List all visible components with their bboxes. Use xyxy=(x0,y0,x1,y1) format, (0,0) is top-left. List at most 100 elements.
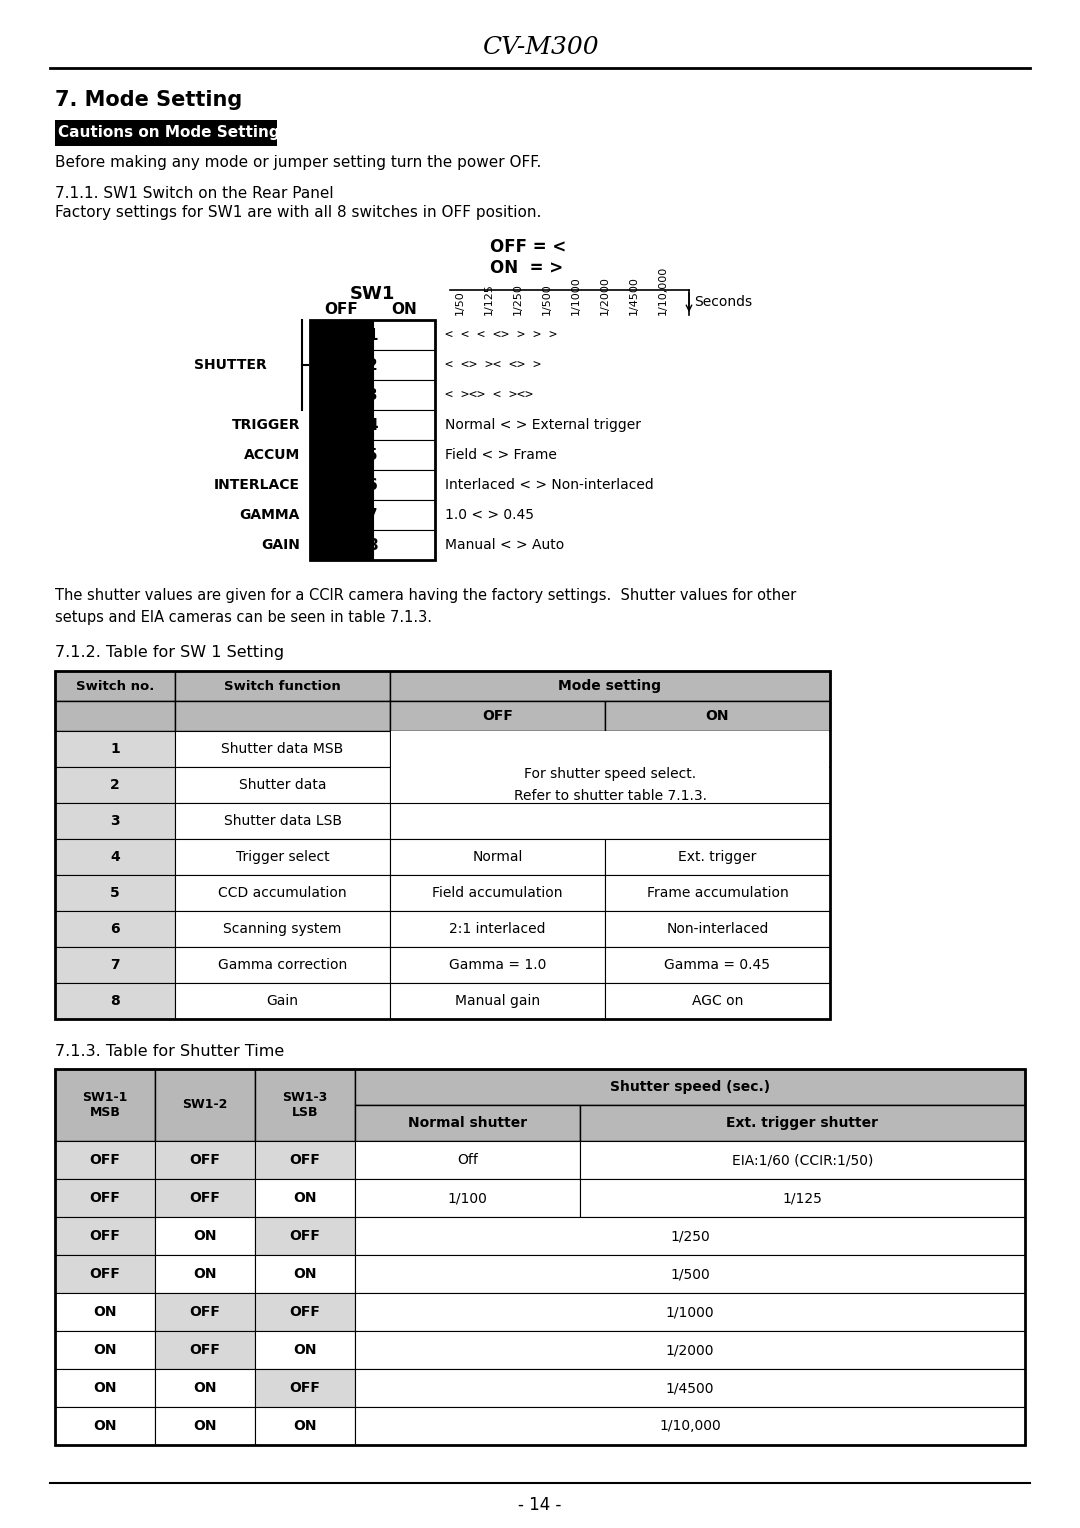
Bar xyxy=(373,440,435,471)
Text: For shutter speed select.
Refer to shutter table 7.1.3.: For shutter speed select. Refer to shutt… xyxy=(513,767,706,804)
Bar xyxy=(55,876,175,911)
Text: EIA:1/60 (CCIR:1/50): EIA:1/60 (CCIR:1/50) xyxy=(732,1154,874,1167)
Text: Scanning system: Scanning system xyxy=(224,921,341,937)
Text: 1/2000: 1/2000 xyxy=(600,277,610,315)
Bar xyxy=(355,1180,580,1216)
Bar xyxy=(390,701,605,730)
Text: 2:1 interlaced: 2:1 interlaced xyxy=(449,921,545,937)
Text: Ext. trigger shutter: Ext. trigger shutter xyxy=(727,1115,878,1131)
Text: 3: 3 xyxy=(367,388,378,402)
Bar xyxy=(156,1070,255,1141)
Text: 1: 1 xyxy=(367,327,378,342)
Bar xyxy=(55,1407,156,1445)
Bar xyxy=(310,350,373,380)
Text: Shutter data LSB: Shutter data LSB xyxy=(224,814,341,828)
Text: 1/1000: 1/1000 xyxy=(665,1305,714,1319)
Bar xyxy=(175,983,390,1019)
Text: 7. Mode Setting: 7. Mode Setting xyxy=(55,90,242,110)
Text: Off: Off xyxy=(457,1154,478,1167)
Bar xyxy=(156,1369,255,1407)
Text: 1/10,000: 1/10,000 xyxy=(659,1420,720,1433)
Text: ON: ON xyxy=(193,1229,217,1242)
Bar xyxy=(373,471,435,500)
Bar xyxy=(156,1407,255,1445)
Text: 1/4500: 1/4500 xyxy=(665,1381,714,1395)
Bar xyxy=(55,1369,156,1407)
Text: Switch function: Switch function xyxy=(225,680,341,692)
Bar xyxy=(310,530,373,559)
Text: Normal < > External trigger: Normal < > External trigger xyxy=(445,419,642,432)
Text: Trigger select: Trigger select xyxy=(235,850,329,863)
Text: 6: 6 xyxy=(110,921,120,937)
Text: 4: 4 xyxy=(367,417,378,432)
Text: 1/250: 1/250 xyxy=(670,1229,710,1242)
Bar xyxy=(390,671,831,701)
Text: 7: 7 xyxy=(110,958,120,972)
Bar xyxy=(373,380,435,410)
Bar xyxy=(156,1331,255,1369)
Bar xyxy=(355,1293,1025,1331)
Text: Gain: Gain xyxy=(267,995,298,1008)
Text: Normal shutter: Normal shutter xyxy=(408,1115,527,1131)
Text: ACCUM: ACCUM xyxy=(244,448,300,461)
Bar xyxy=(175,876,390,911)
Bar xyxy=(175,701,390,730)
Bar xyxy=(175,947,390,983)
Bar xyxy=(390,730,831,767)
Bar xyxy=(175,730,390,767)
Bar xyxy=(255,1216,355,1254)
Text: < < < <> > > >: < < < <> > > > xyxy=(445,329,557,341)
Text: 7.1.2. Table for SW 1 Setting: 7.1.2. Table for SW 1 Setting xyxy=(55,645,284,660)
Bar xyxy=(390,804,831,839)
Bar xyxy=(390,911,605,947)
Bar xyxy=(580,1141,1025,1180)
Bar xyxy=(156,1141,255,1180)
Text: 2: 2 xyxy=(367,358,378,373)
Text: 5: 5 xyxy=(367,448,378,463)
Bar xyxy=(55,839,175,876)
Bar xyxy=(373,500,435,530)
Bar xyxy=(55,671,175,701)
Bar xyxy=(390,876,605,911)
Bar xyxy=(175,671,390,701)
Bar xyxy=(55,804,175,839)
Text: OFF: OFF xyxy=(190,1305,220,1319)
Text: OFF: OFF xyxy=(289,1154,321,1167)
Text: Ext. trigger: Ext. trigger xyxy=(678,850,757,863)
Bar xyxy=(390,767,831,804)
Bar xyxy=(55,1180,156,1216)
Text: 1/100: 1/100 xyxy=(447,1190,487,1206)
Text: 2: 2 xyxy=(110,778,120,792)
Text: Before making any mode or jumper setting turn the power OFF.: Before making any mode or jumper setting… xyxy=(55,156,541,171)
Text: TRIGGER: TRIGGER xyxy=(231,419,300,432)
Text: 1/2000: 1/2000 xyxy=(665,1343,714,1357)
Text: SW1-3
LSB: SW1-3 LSB xyxy=(282,1091,327,1118)
Text: Gamma correction: Gamma correction xyxy=(218,958,347,972)
Text: GAMMA: GAMMA xyxy=(240,507,300,523)
Text: Manual gain: Manual gain xyxy=(455,995,540,1008)
Text: Field accumulation: Field accumulation xyxy=(432,886,563,900)
Text: OFF: OFF xyxy=(190,1343,220,1357)
Text: < <> >< <> >: < <> >< <> > xyxy=(445,359,541,371)
Text: The shutter values are given for a CCIR camera having the factory settings.  Shu: The shutter values are given for a CCIR … xyxy=(55,588,796,625)
Text: 1/500: 1/500 xyxy=(670,1267,710,1280)
Text: OFF = <: OFF = < xyxy=(490,238,566,257)
Text: 1/4500: 1/4500 xyxy=(629,277,639,315)
Text: 1/1000: 1/1000 xyxy=(571,277,581,315)
Text: SHUTTER: SHUTTER xyxy=(193,358,267,371)
Bar xyxy=(255,1070,355,1141)
Text: 1/125: 1/125 xyxy=(783,1190,823,1206)
Bar xyxy=(55,121,276,147)
Bar xyxy=(55,1070,1025,1445)
Bar xyxy=(355,1216,1025,1254)
Text: Gamma = 0.45: Gamma = 0.45 xyxy=(664,958,770,972)
Bar xyxy=(55,1141,156,1180)
Bar xyxy=(605,947,831,983)
Bar xyxy=(55,701,175,730)
Bar xyxy=(580,1180,1025,1216)
Text: ON: ON xyxy=(93,1343,117,1357)
Text: OFF: OFF xyxy=(190,1154,220,1167)
Bar xyxy=(355,1105,580,1141)
Text: ON: ON xyxy=(193,1381,217,1395)
Text: Shutter speed (sec.): Shutter speed (sec.) xyxy=(610,1080,770,1094)
